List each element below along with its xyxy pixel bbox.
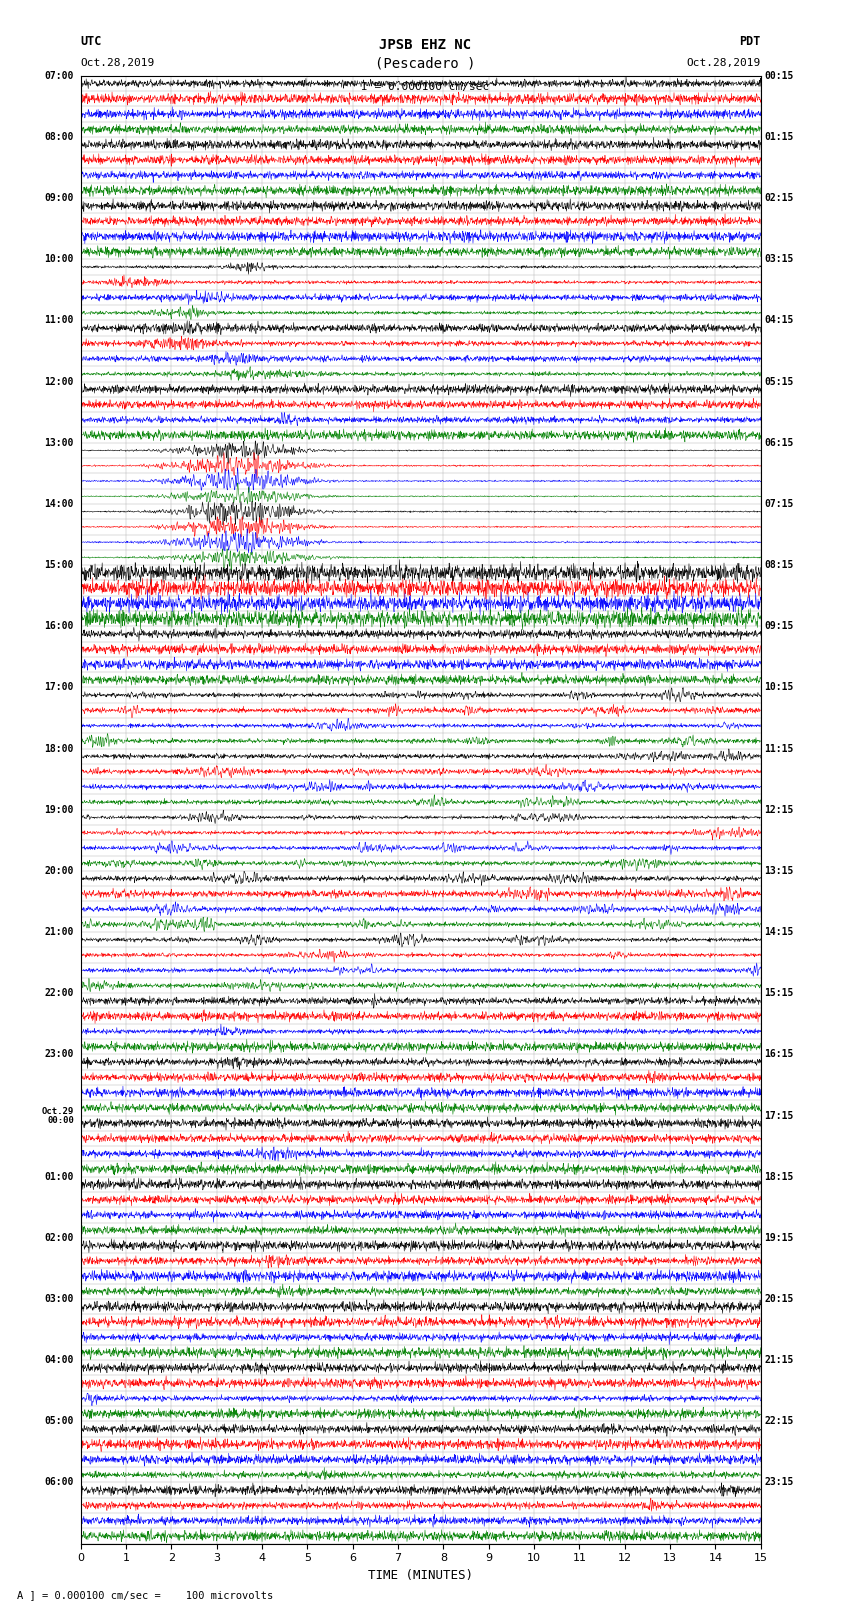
- Text: UTC: UTC: [81, 35, 102, 48]
- Text: 20:00: 20:00: [44, 866, 74, 876]
- Text: 23:15: 23:15: [764, 1478, 794, 1487]
- Text: 14:15: 14:15: [764, 927, 794, 937]
- Text: 13:15: 13:15: [764, 866, 794, 876]
- Text: 01:00: 01:00: [44, 1171, 74, 1182]
- Text: 12:00: 12:00: [44, 376, 74, 387]
- Text: Oct.29: Oct.29: [42, 1107, 74, 1116]
- Text: PDT: PDT: [740, 35, 761, 48]
- Text: 21:15: 21:15: [764, 1355, 794, 1365]
- Text: 11:00: 11:00: [44, 316, 74, 326]
- Text: I = 0.000100 cm/sec: I = 0.000100 cm/sec: [361, 82, 489, 92]
- Text: 12:15: 12:15: [764, 805, 794, 815]
- Text: 10:15: 10:15: [764, 682, 794, 692]
- Text: 08:15: 08:15: [764, 560, 794, 569]
- Text: 11:15: 11:15: [764, 744, 794, 753]
- Text: 08:00: 08:00: [44, 132, 74, 142]
- Text: 02:15: 02:15: [764, 194, 794, 203]
- Text: 04:00: 04:00: [44, 1355, 74, 1365]
- Text: 02:00: 02:00: [44, 1232, 74, 1244]
- Text: 16:00: 16:00: [44, 621, 74, 631]
- Text: 20:15: 20:15: [764, 1294, 794, 1303]
- Text: 05:15: 05:15: [764, 376, 794, 387]
- Text: 03:00: 03:00: [44, 1294, 74, 1303]
- Text: 06:00: 06:00: [44, 1478, 74, 1487]
- Text: 19:15: 19:15: [764, 1232, 794, 1244]
- Text: 10:00: 10:00: [44, 255, 74, 265]
- Text: 00:15: 00:15: [764, 71, 794, 81]
- X-axis label: TIME (MINUTES): TIME (MINUTES): [368, 1569, 473, 1582]
- Text: 18:00: 18:00: [44, 744, 74, 753]
- Text: 09:15: 09:15: [764, 621, 794, 631]
- Text: 04:15: 04:15: [764, 316, 794, 326]
- Text: 14:00: 14:00: [44, 498, 74, 510]
- Text: 13:00: 13:00: [44, 437, 74, 448]
- Text: 22:15: 22:15: [764, 1416, 794, 1426]
- Text: 22:00: 22:00: [44, 989, 74, 998]
- Text: 19:00: 19:00: [44, 805, 74, 815]
- Text: 07:00: 07:00: [44, 71, 74, 81]
- Text: 17:15: 17:15: [764, 1110, 794, 1121]
- Text: 17:00: 17:00: [44, 682, 74, 692]
- Text: 05:00: 05:00: [44, 1416, 74, 1426]
- Text: 09:00: 09:00: [44, 194, 74, 203]
- Text: (Pescadero ): (Pescadero ): [375, 56, 475, 71]
- Text: 15:00: 15:00: [44, 560, 74, 569]
- Text: Oct.28,2019: Oct.28,2019: [687, 58, 761, 68]
- Text: 15:15: 15:15: [764, 989, 794, 998]
- Text: JPSB EHZ NC: JPSB EHZ NC: [379, 37, 471, 52]
- Text: Oct.28,2019: Oct.28,2019: [81, 58, 155, 68]
- Text: 16:15: 16:15: [764, 1050, 794, 1060]
- Text: 06:15: 06:15: [764, 437, 794, 448]
- Text: 03:15: 03:15: [764, 255, 794, 265]
- Text: 23:00: 23:00: [44, 1050, 74, 1060]
- Text: 01:15: 01:15: [764, 132, 794, 142]
- Text: 18:15: 18:15: [764, 1171, 794, 1182]
- Text: 07:15: 07:15: [764, 498, 794, 510]
- Text: A ] = 0.000100 cm/sec =    100 microvolts: A ] = 0.000100 cm/sec = 100 microvolts: [17, 1590, 273, 1600]
- Text: 21:00: 21:00: [44, 927, 74, 937]
- Text: 00:00: 00:00: [47, 1116, 74, 1124]
